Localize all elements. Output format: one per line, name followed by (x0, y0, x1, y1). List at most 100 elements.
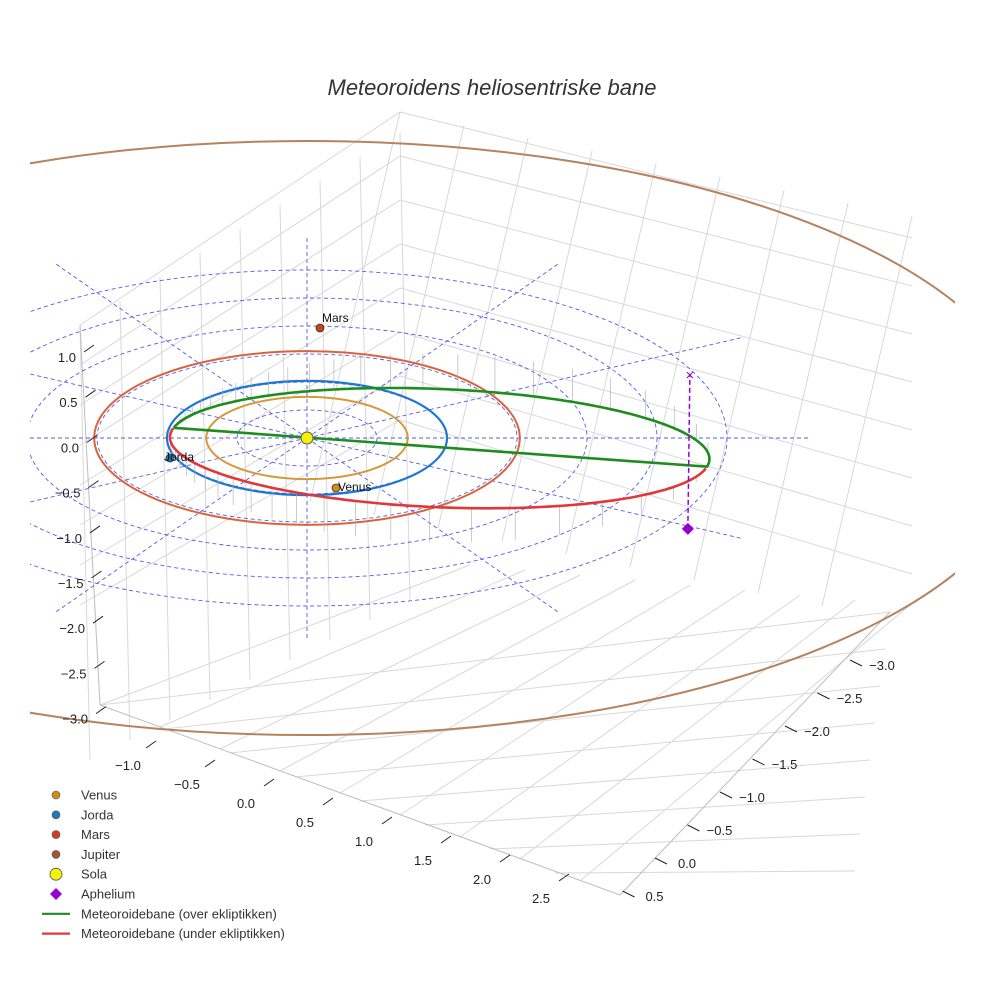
z-tick-mark (88, 480, 99, 489)
grid-line (294, 722, 876, 778)
grid-line (424, 796, 866, 826)
legend-item: Jorda (51, 807, 114, 822)
meteoroid-orbit: × (168, 353, 711, 543)
aphelion-projection (687, 374, 691, 529)
z-tick-label: −0.5 (55, 486, 81, 501)
grid-line (399, 419, 913, 575)
legend-item: Meteoroidebane (over ekliptikken) (42, 906, 277, 921)
grid-line (79, 243, 401, 446)
y-tick-mark (784, 725, 798, 733)
y-tick-label: −0.5 (707, 823, 733, 838)
legend-label: Venus (81, 788, 118, 803)
grid-line (119, 300, 131, 741)
orbit-jupiter (30, 140, 955, 736)
legend-item: Jupiter (51, 847, 121, 862)
x-tick-label: 0.0 (237, 796, 255, 811)
x-tick-label: −0.5 (174, 777, 200, 792)
aphelion-projection-marker: × (685, 367, 694, 384)
grid-line (229, 685, 881, 754)
grid-line (399, 155, 913, 287)
y-tick-mark (719, 791, 733, 799)
bodies: Venus Jorda Mars (164, 311, 371, 494)
grid-line (565, 163, 657, 555)
z-tick-label: −1.5 (58, 576, 84, 591)
y-tick-mark (849, 659, 863, 667)
grid-line (629, 176, 721, 568)
aphelion-marker (681, 522, 694, 535)
z-tick-label: 0.0 (61, 440, 79, 455)
grid-line (693, 189, 785, 581)
y-tick-label: −2.0 (804, 724, 830, 739)
y-tick-mark (752, 758, 765, 766)
axis-edge (619, 611, 891, 896)
grid-line (489, 833, 861, 850)
x-tick-label: 1.5 (414, 853, 432, 868)
y-tick-label: −1.0 (739, 790, 765, 805)
grid-line (99, 611, 891, 706)
grid-line (219, 574, 581, 750)
orbit-mars (93, 350, 521, 526)
legend-label: Jorda (81, 807, 114, 822)
y-tick-label: 0.5 (645, 889, 663, 904)
x-tick-label: −1.0 (115, 758, 141, 773)
chart-title: Meteoroidens heliosentriske bane (328, 75, 657, 100)
grid-line (79, 111, 401, 326)
grid-line (79, 324, 91, 761)
grid-line (79, 331, 401, 526)
legend-item: Aphelium (50, 887, 135, 902)
y-tick-label: −3.0 (869, 658, 895, 673)
body-mars (315, 323, 325, 333)
x-tick-mark (381, 816, 393, 825)
legend-item: Sola (49, 867, 108, 882)
legend-marker (50, 888, 62, 900)
legend-label: Mars (81, 827, 110, 842)
z-tick-label: 0.5 (59, 395, 77, 410)
x-tick-mark (440, 835, 452, 844)
legend-label: Aphelium (81, 887, 135, 902)
label-venus: Venus (338, 480, 371, 494)
grid-line (437, 137, 529, 529)
body-jorda (165, 453, 175, 463)
grid-line (459, 594, 801, 838)
z-tick-label: −2.5 (61, 666, 87, 681)
grid-line (309, 111, 401, 503)
grid-line (79, 419, 401, 606)
grid-line (501, 150, 593, 542)
meteoroid-orbit-above (172, 386, 711, 469)
x-tick-label: 2.5 (532, 891, 550, 906)
grid-line (79, 287, 401, 486)
y-tick-label: −2.5 (837, 691, 863, 706)
z-tick-label: −1.0 (56, 531, 82, 546)
grid-line (359, 759, 871, 802)
grid-line (79, 155, 401, 366)
legend-item: Mars (51, 827, 110, 842)
ecliptic-spoke (306, 437, 560, 613)
z-tick-mark (85, 389, 96, 398)
legend-marker (49, 867, 63, 881)
z-tick-label: 1.0 (58, 350, 76, 365)
z-tick-mark (95, 706, 107, 715)
legend-marker (51, 850, 61, 859)
axis-edge (99, 704, 621, 896)
x-tick-label: 1.0 (355, 834, 373, 849)
grid-line (373, 124, 465, 516)
grid-line (79, 199, 401, 406)
grid-line (399, 199, 913, 335)
grid-line (554, 870, 856, 874)
x-tick-mark (145, 740, 157, 749)
grid-line (279, 579, 636, 772)
z-tick-mark (89, 525, 101, 534)
ecliptic-spoke (54, 437, 308, 613)
grid-line (399, 132, 411, 601)
meteoroid-orbit-below (168, 427, 707, 510)
grid-line (399, 331, 913, 479)
x-tick-label: 2.0 (473, 872, 491, 887)
x-tick-mark (263, 778, 275, 787)
y-tick-label: −1.5 (772, 757, 798, 772)
z-tick-label: −2.0 (59, 621, 85, 636)
legend-item: Venus (51, 788, 118, 803)
legend-marker (51, 790, 61, 800)
grid-line (757, 202, 849, 594)
grid-line (164, 648, 886, 730)
